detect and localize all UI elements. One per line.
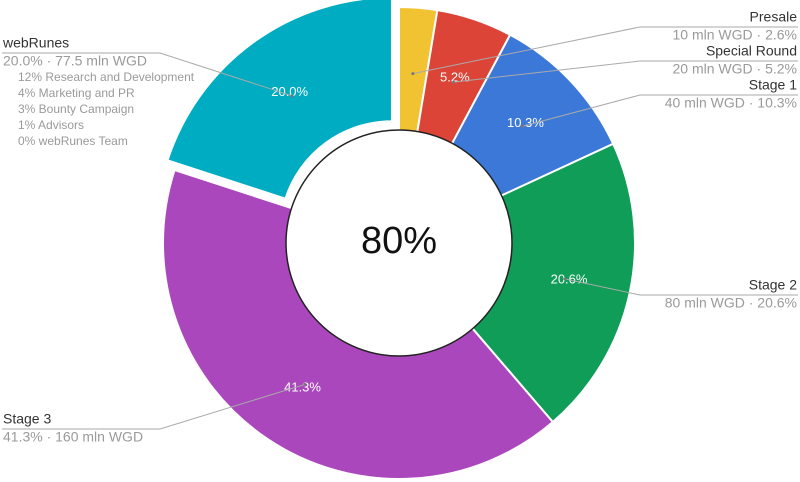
slice-label: 20.6%: [551, 271, 588, 286]
legend-name: Presale: [750, 9, 798, 25]
leader-dot: [303, 382, 307, 386]
legend-name: Stage 2: [749, 277, 797, 293]
leader-dot: [452, 80, 456, 84]
legend-name: webRunes: [2, 35, 69, 51]
breakdown-item: 0% webRunes Team: [18, 134, 128, 148]
leader-line: [2, 52, 293, 97]
legend-detail: 80 mln WGD · 20.6%: [665, 295, 797, 311]
legend-name: Stage 1: [749, 77, 797, 93]
leader-dot: [290, 94, 294, 98]
slice-label: 20.0%: [271, 84, 308, 99]
breakdown-item: 12% Research and Development: [18, 70, 195, 84]
leader-line: [2, 383, 305, 430]
breakdown-item: 3% Bounty Campaign: [18, 102, 134, 116]
leader-dot: [411, 72, 415, 76]
legend-detail: 20 mln WGD · 5.2%: [673, 61, 797, 77]
leader-line: [522, 94, 798, 127]
slice-label: 10.3%: [507, 115, 544, 130]
leader-line: [412, 26, 798, 75]
legend-name: Stage 3: [3, 411, 51, 427]
leader-line: [453, 60, 798, 83]
legend-detail: 40 mln WGD · 10.3%: [665, 95, 797, 111]
slice-label: 41.3%: [284, 379, 321, 394]
donut-hole: [285, 129, 513, 357]
legend-name: Special Round: [706, 43, 797, 59]
leader-dot: [521, 124, 525, 128]
leader-line: [564, 278, 798, 296]
legend-detail: 10 mln WGD · 2.6%: [673, 27, 797, 43]
center-label: 80%: [361, 220, 437, 262]
legend-detail: 20.0% · 77.5 mln WGD: [3, 53, 147, 69]
legend-detail: 41.3% · 160 mln WGD: [3, 429, 143, 445]
breakdown-item: 4% Marketing and PR: [18, 86, 135, 100]
slice: [166, 0, 393, 200]
leader-dot: [563, 277, 567, 281]
breakdown-item: 1% Advisors: [18, 118, 84, 132]
